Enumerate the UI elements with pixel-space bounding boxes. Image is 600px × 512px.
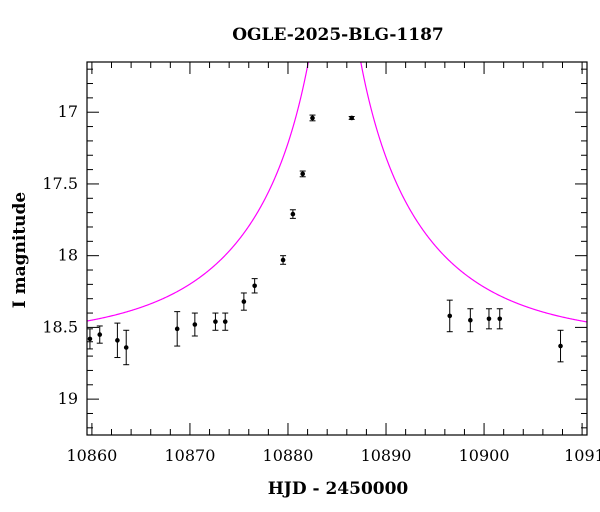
data-point bbox=[96, 325, 103, 344]
data-marker bbox=[447, 313, 453, 319]
x-axis-label: HJD - 2450000 bbox=[268, 479, 409, 499]
data-point bbox=[86, 328, 93, 350]
y-tick-label: 18.5 bbox=[42, 317, 78, 336]
chart-title: OGLE-2025-BLG-1187 bbox=[232, 25, 444, 45]
y-tick-label: 17 bbox=[58, 102, 78, 121]
data-marker bbox=[192, 322, 198, 327]
x-tick-label: 10860 bbox=[66, 446, 117, 465]
y-tick-label: 17.5 bbox=[42, 174, 78, 193]
data-point bbox=[309, 114, 316, 122]
data-marker bbox=[115, 338, 120, 343]
data-point bbox=[123, 329, 130, 366]
y-tick-label: 18 bbox=[58, 246, 78, 265]
tick-labels: 10860 10870 10880 10890 10900 1091 17 17.5 18 18.… bbox=[42, 102, 600, 465]
data-marker bbox=[252, 283, 257, 289]
data-marker bbox=[241, 299, 247, 304]
data-marker bbox=[123, 345, 129, 350]
data-point bbox=[222, 312, 229, 331]
data-point bbox=[557, 329, 564, 363]
x-tick-label: 10870 bbox=[164, 446, 215, 465]
data-point bbox=[348, 115, 355, 121]
data-point bbox=[174, 311, 181, 347]
data-point bbox=[280, 255, 287, 265]
data-marker bbox=[497, 316, 503, 322]
data-marker bbox=[97, 332, 103, 337]
data-marker bbox=[310, 115, 315, 121]
data-point bbox=[191, 312, 198, 337]
data-marker bbox=[290, 211, 296, 217]
data-marker bbox=[213, 319, 218, 324]
data-marker bbox=[280, 257, 286, 263]
data-point bbox=[114, 322, 121, 359]
data-marker bbox=[174, 326, 180, 332]
data-marker bbox=[87, 336, 93, 342]
data-point bbox=[467, 308, 474, 333]
x-tick-label: 10890 bbox=[361, 446, 412, 465]
y-axis-label: I magnitude bbox=[10, 192, 30, 309]
data-marker bbox=[486, 316, 492, 322]
data-point bbox=[212, 312, 219, 331]
data-point bbox=[251, 278, 258, 294]
x-tick-label: 10880 bbox=[263, 446, 314, 465]
x-tick-label: 10900 bbox=[459, 446, 510, 465]
data-marker bbox=[300, 171, 305, 177]
model-curve bbox=[87, 62, 587, 323]
data-marker bbox=[222, 319, 228, 324]
plot-area bbox=[86, 61, 588, 436]
y-tick-label: 19 bbox=[58, 389, 78, 408]
data-point bbox=[289, 209, 296, 219]
data-point bbox=[446, 299, 453, 333]
data-marker bbox=[468, 317, 473, 323]
data-point bbox=[299, 170, 306, 178]
plot-frame bbox=[86, 61, 588, 436]
x-tick-label: 1091 bbox=[564, 446, 600, 465]
data-marker bbox=[558, 343, 563, 349]
data-point bbox=[485, 308, 492, 330]
data-marker bbox=[349, 115, 355, 121]
axis-ticks bbox=[87, 62, 587, 435]
data-point bbox=[240, 292, 247, 311]
data-point bbox=[496, 308, 503, 330]
